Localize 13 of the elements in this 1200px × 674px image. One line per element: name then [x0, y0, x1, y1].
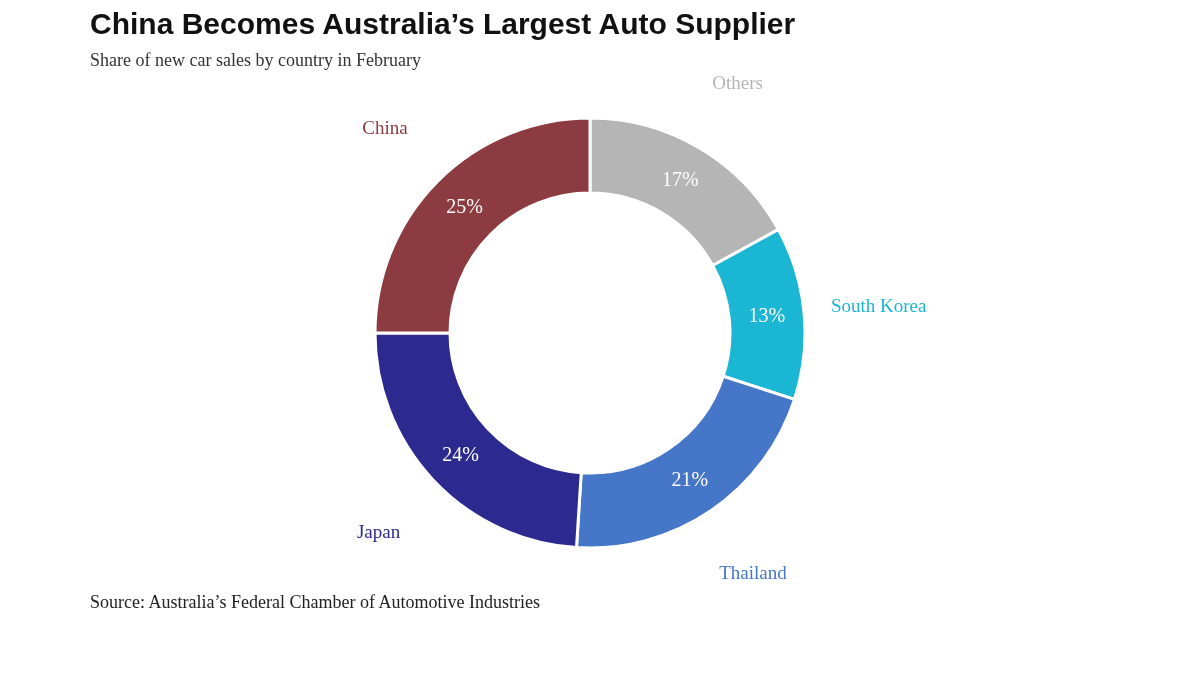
chart-title: China Becomes Australia’s Largest Auto Supplier — [90, 7, 796, 41]
slice-label: Thailand — [719, 561, 788, 583]
data-label: 21% — [671, 467, 709, 490]
slice-label: South Korea — [830, 294, 928, 316]
data-label: 13% — [748, 304, 786, 327]
source-note: Source: Australia’s Federal Chamber of Automotive Industries — [90, 592, 540, 612]
chart-subtitle: Share of new car sales by country in February — [90, 50, 421, 71]
data-label: 17% — [662, 168, 699, 191]
slice-label: Others — [712, 72, 763, 94]
data-label: 24% — [442, 442, 479, 465]
slice-label: Japan — [356, 520, 401, 542]
data-label: 25% — [446, 195, 483, 218]
slice-label: China — [362, 116, 409, 138]
